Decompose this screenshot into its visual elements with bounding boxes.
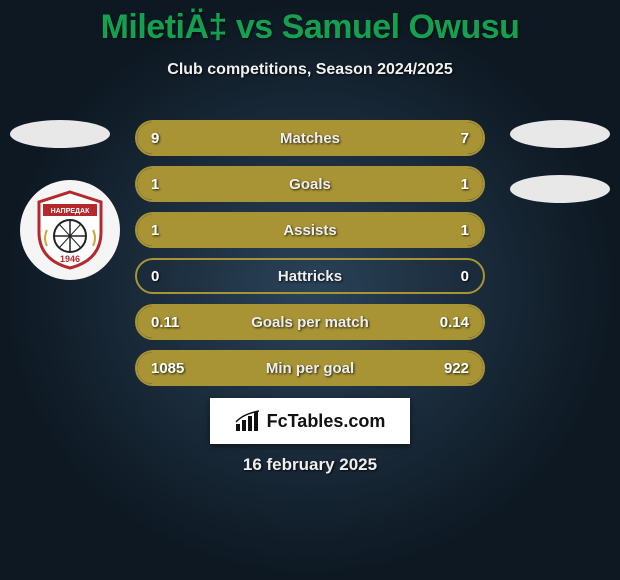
player-right-club-placeholder — [510, 175, 610, 203]
player-right-photo-placeholder — [510, 120, 610, 148]
stat-row: 11Assists — [135, 212, 485, 248]
stat-row: 0.110.14Goals per match — [135, 304, 485, 340]
stat-label: Goals per match — [137, 314, 483, 331]
crest-top-text: НАПРЕДАК — [51, 208, 90, 215]
stat-label: Hattricks — [137, 268, 483, 285]
comparison-date: 16 february 2025 — [0, 455, 620, 475]
comparison-title: MiletiÄ‡ vs Samuel Owusu — [0, 0, 620, 47]
fctables-logo-text: FcTables.com — [267, 411, 386, 432]
fctables-logo[interactable]: FcTables.com — [210, 398, 410, 444]
stat-row: 11Goals — [135, 166, 485, 202]
crest-year: 1946 — [60, 254, 80, 264]
stat-row: 97Matches — [135, 120, 485, 156]
player-left-photo-placeholder — [10, 120, 110, 148]
stat-row: 1085922Min per goal — [135, 350, 485, 386]
comparison-subtitle: Club competitions, Season 2024/2025 — [0, 61, 620, 79]
bar-chart-icon — [235, 410, 261, 432]
stat-row: 00Hattricks — [135, 258, 485, 294]
stat-label: Assists — [137, 222, 483, 239]
stats-container: 97Matches 11Goals 11Assists 00Hattricks 0.11… — [135, 120, 485, 396]
stat-label: Matches — [137, 130, 483, 147]
stat-label: Min per goal — [137, 360, 483, 377]
club-crest-shield: НАПРЕДАК 1946 — [35, 190, 105, 270]
player-left-club-crest: НАПРЕДАК 1946 — [20, 180, 120, 280]
stat-label: Goals — [137, 176, 483, 193]
